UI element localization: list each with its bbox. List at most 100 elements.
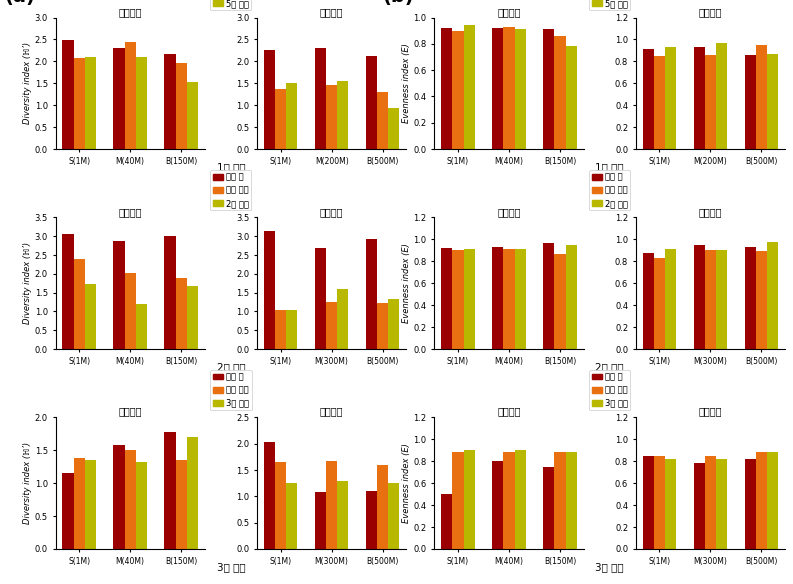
Bar [464,249,475,349]
Bar [665,249,676,349]
Bar [366,239,377,349]
Bar [113,445,125,549]
Bar [175,62,187,149]
Legend: 투입 전, 투입 직후, 2시 간후: 투입 전, 투입 직후, 2시 간후 [589,170,630,210]
Bar [565,245,577,349]
Bar [377,92,389,149]
Title: 표층투입: 표층투입 [118,207,142,217]
Title: 심층투입: 심층투입 [699,207,722,217]
Bar [85,284,96,349]
Bar [74,58,85,149]
Bar [389,483,400,549]
Bar [441,248,452,349]
Bar [125,42,136,149]
Y-axis label: Evenness index (E): Evenness index (E) [401,244,411,323]
Bar [653,456,665,549]
Bar [441,28,452,149]
Bar [366,491,377,549]
Y-axis label: Evenness index (E): Evenness index (E) [401,443,411,523]
Bar [716,251,727,349]
Bar [63,234,74,349]
Bar [63,473,74,549]
Bar [565,47,577,149]
Bar [653,258,665,349]
Bar [756,453,767,549]
Bar [264,231,275,349]
Bar [543,29,554,149]
Bar [85,57,96,149]
Bar [175,277,187,349]
Legend: 투입 전, 투입 직후, 5시 간후: 투입 전, 투입 직후, 5시 간후 [210,0,251,11]
Y-axis label: Diversity index (ℍ’): Diversity index (ℍ’) [23,242,32,324]
Legend: 투입 전, 투입 직후, 3시 간후: 투입 전, 투입 직후, 3시 간후 [210,370,251,411]
Bar [337,289,348,349]
Bar [187,437,198,549]
Text: 3차 조사: 3차 조사 [596,562,624,572]
Bar [187,82,198,149]
Bar [326,302,337,349]
Bar [125,273,136,349]
Bar [543,467,554,549]
Bar [264,50,275,149]
Bar [264,442,275,549]
Bar [642,49,653,149]
Legend: 투입 전, 투입 직후, 2시 간후: 투입 전, 투입 직후, 2시 간후 [210,170,251,210]
Bar [716,459,727,549]
Bar [389,299,400,349]
Bar [136,57,147,149]
Bar [642,456,653,549]
Bar [705,55,716,149]
Bar [286,310,297,349]
Bar [452,251,464,349]
Bar [665,47,676,149]
Bar [653,56,665,149]
Bar [665,459,676,549]
Bar [565,453,577,549]
Bar [164,235,175,349]
Bar [74,458,85,549]
Bar [492,461,504,549]
Bar [515,450,526,549]
Text: 2차 조사: 2차 조사 [596,362,624,372]
Bar [85,460,96,549]
Bar [275,310,286,349]
Bar [63,40,74,149]
Bar [464,450,475,549]
Bar [492,247,504,349]
Bar [554,453,565,549]
Bar [315,492,326,549]
Text: 3차 조사: 3차 조사 [216,562,245,572]
Bar [286,84,297,149]
Text: (b): (b) [383,0,415,6]
Bar [464,26,475,149]
Bar [164,432,175,549]
Bar [326,461,337,549]
Legend: 투입 전, 투입 직후, 3시 간후: 투입 전, 투입 직후, 3시 간후 [589,370,630,411]
Bar [705,456,716,549]
Title: 표층투입: 표층투입 [497,406,521,416]
Bar [452,453,464,549]
Bar [113,241,125,349]
Bar [113,48,125,149]
Title: 심층투입: 심층투입 [320,406,343,416]
Bar [441,494,452,549]
Bar [315,248,326,349]
Bar [767,54,778,149]
Bar [377,303,389,349]
Title: 표층투입: 표층투입 [118,406,142,416]
Bar [175,460,187,549]
Bar [366,55,377,149]
Bar [136,462,147,549]
Bar [187,286,198,349]
Text: (a): (a) [4,0,35,6]
Bar [452,31,464,149]
Bar [504,249,515,349]
Title: 표층투입: 표층투입 [497,7,521,17]
Bar [694,47,705,149]
Bar [642,252,653,349]
Text: 2차 조사: 2차 조사 [216,362,245,372]
Text: 1차 조사: 1차 조사 [596,162,624,172]
Bar [125,450,136,549]
Bar [74,259,85,349]
Bar [337,81,348,149]
